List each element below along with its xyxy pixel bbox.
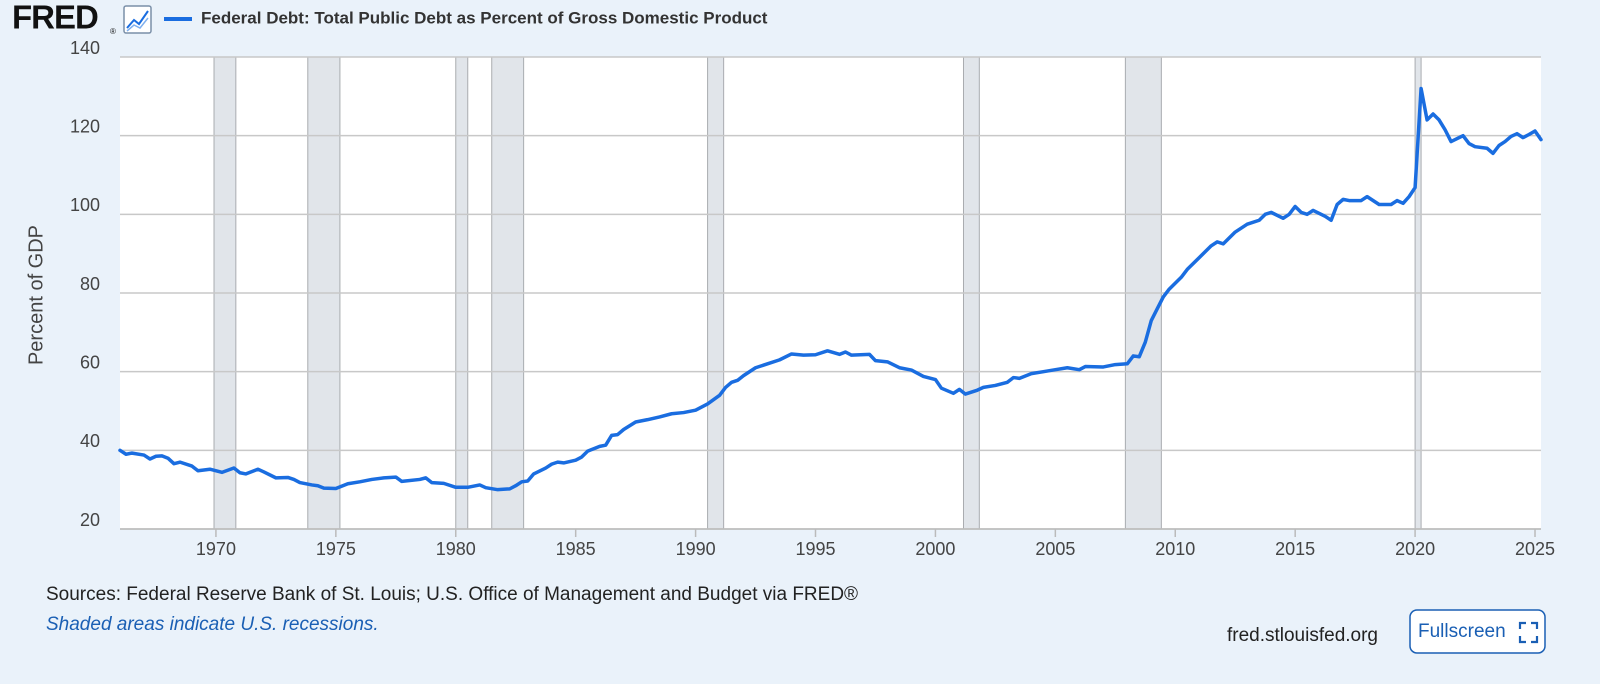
x-tick-label: 2015	[1275, 539, 1315, 559]
x-tick-label: 1995	[795, 539, 835, 559]
logo-mark: ®	[110, 27, 116, 36]
x-tick-label: 1975	[316, 539, 356, 559]
x-tick-label: 2025	[1515, 539, 1555, 559]
logo: FRED	[12, 0, 98, 36]
x-tick-label: 2020	[1395, 539, 1435, 559]
fullscreen-button[interactable]: Fullscreen	[1409, 609, 1546, 654]
site-url: fred.stlouisfed.org	[1227, 625, 1378, 646]
sources: Sources: Federal Reserve Bank of St. Lou…	[46, 584, 858, 605]
recession-note: Shaded areas indicate U.S. recessions.	[46, 614, 379, 635]
data-line	[118, 86, 1543, 492]
button-label[interactable]: Fullscreen	[1418, 621, 1506, 642]
x-tick-label: 1980	[436, 539, 476, 559]
logo-icon	[123, 5, 152, 34]
x-tick-label: 1985	[556, 539, 596, 559]
x-tick-label: 1990	[676, 539, 716, 559]
y-tick-label: 140	[70, 38, 100, 58]
y-tick-label: 40	[80, 431, 100, 451]
y-tick-label: 120	[70, 116, 100, 136]
x-tick-label: 2010	[1155, 539, 1195, 559]
x-tick-label: 2000	[915, 539, 955, 559]
y-tick-label: 100	[70, 195, 100, 215]
y-axis-label: Percent of GDP	[25, 225, 47, 365]
y-tick-label: 80	[80, 274, 100, 294]
y-tick-label: 20	[80, 510, 100, 530]
x-tick-label: 1970	[196, 539, 236, 559]
legend-label: Federal Debt: Total Public Debt as Perce…	[201, 8, 768, 27]
y-tick-label: 60	[80, 352, 100, 372]
x-tick-label: 2005	[1035, 539, 1075, 559]
